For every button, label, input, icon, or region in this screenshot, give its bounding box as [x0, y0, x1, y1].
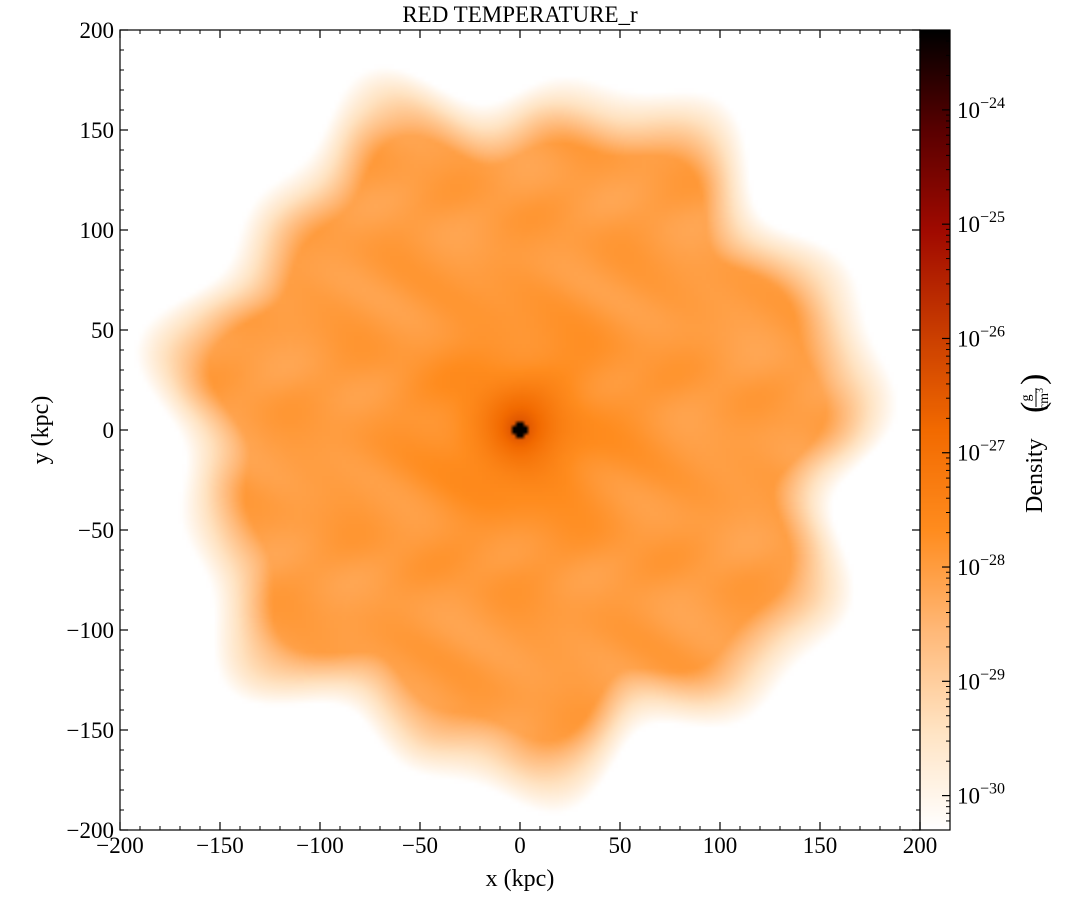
x-tick-label: 200 — [903, 833, 938, 858]
y-tick-label: −50 — [78, 518, 114, 543]
colorbar-tick-exponent: −25 — [980, 209, 1005, 226]
colorbar-tick-label: 10−28 — [957, 552, 1005, 580]
colorbar-tick-label: 10−29 — [957, 666, 1005, 694]
colorbar-gradient — [920, 30, 950, 830]
y-tick-label: 150 — [80, 118, 115, 143]
y-tick-label: −100 — [67, 618, 114, 643]
x-tick-label: 0 — [514, 833, 526, 858]
y-tick-label: 200 — [80, 18, 115, 43]
colorbar-tick-exponent: −24 — [980, 95, 1005, 112]
colorbar-tick-label: 10−30 — [957, 781, 1005, 809]
colorbar-tick-exponent: −28 — [980, 552, 1005, 569]
colorbar-tick-exponent: −27 — [980, 438, 1005, 455]
x-tick-label: −150 — [196, 833, 243, 858]
y-tick-label: −200 — [67, 818, 114, 843]
y-tick-label: 100 — [80, 218, 115, 243]
x-tick-label: 100 — [703, 833, 738, 858]
colorbar-unit-paren-open: ( — [1015, 402, 1052, 413]
colorbar-tick-label: 10−27 — [957, 438, 1005, 466]
density-heatmap — [120, 30, 920, 830]
colorbar-tick-label: 10−26 — [957, 323, 1005, 351]
colorbar-tick-exponent: −30 — [980, 781, 1005, 798]
colorbar-frame — [919, 29, 951, 831]
x-tick-label: −200 — [96, 833, 143, 858]
y-tick-label: 50 — [91, 318, 114, 343]
y-tick-label: −150 — [67, 718, 114, 743]
x-tick-label: 50 — [609, 833, 632, 858]
x-tick-label: 150 — [803, 833, 838, 858]
plot-frame — [119, 29, 921, 831]
colorbar-unit-denominator: cm3 — [1035, 388, 1052, 410]
colorbar-unit-denominator-power: 3 — [1035, 388, 1046, 393]
colorbar-label: Density (g cm3) — [1015, 374, 1052, 513]
x-axis-label: x (kpc) — [486, 866, 555, 892]
colorbar-tick-label: 10−24 — [957, 95, 1005, 123]
colorbar-unit-paren-close: ) — [1015, 374, 1052, 385]
y-axis-label: y (kpc) — [28, 396, 54, 465]
colorbar-label-text: Density — [1022, 438, 1048, 513]
x-tick-label: −100 — [296, 833, 343, 858]
colorbar-tick-exponent: −29 — [980, 666, 1005, 683]
colorbar-unit-numerator: g — [1019, 395, 1034, 402]
y-tick-label: 0 — [103, 418, 115, 443]
x-tick-label: −50 — [402, 833, 438, 858]
colorbar-tick-label: 10−25 — [957, 209, 1005, 237]
colorbar-tick-exponent: −26 — [980, 323, 1005, 340]
chart-title: RED TEMPERATURE_r — [402, 2, 638, 27]
